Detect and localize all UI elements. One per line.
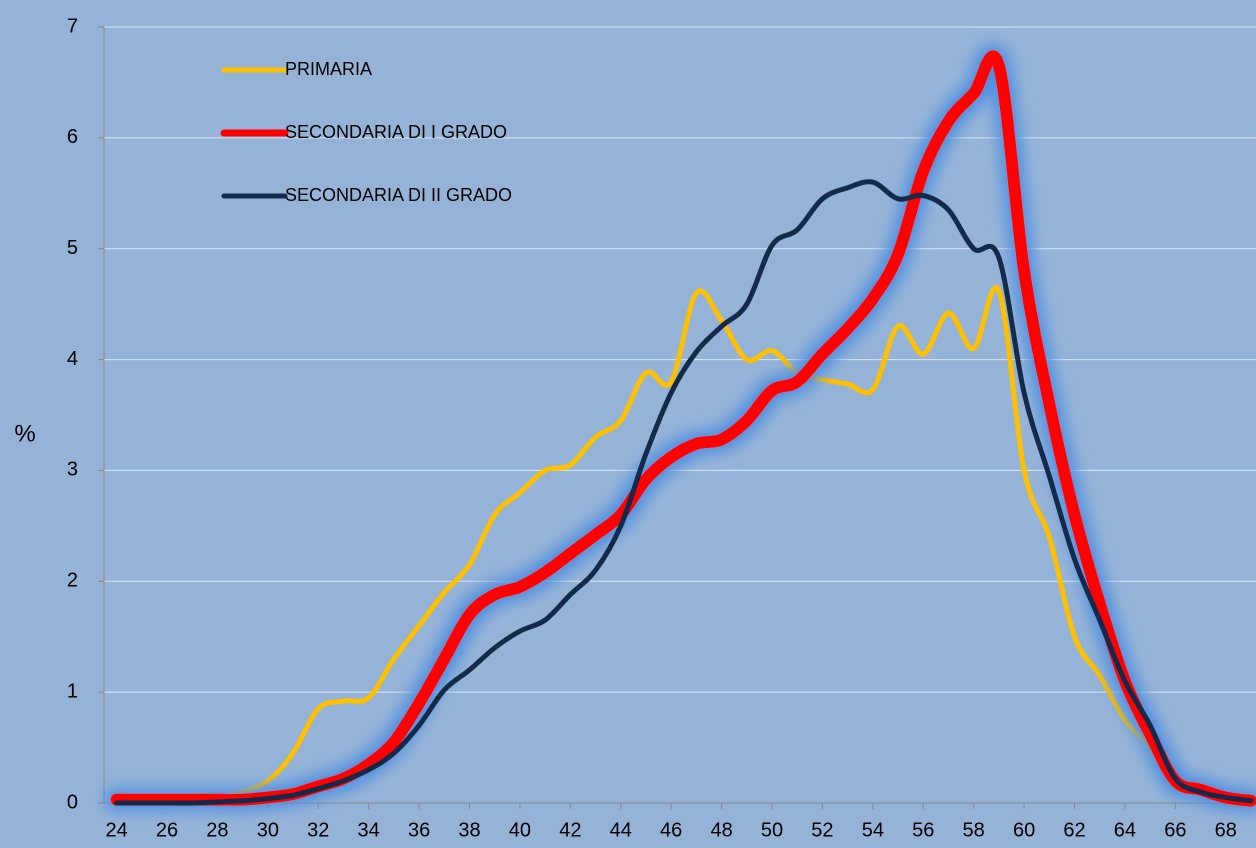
x-tick-label: 36: [408, 819, 430, 841]
y-tick-label: 7: [67, 15, 78, 37]
x-tick-label: 62: [1063, 819, 1085, 841]
x-tick-label: 34: [358, 819, 380, 841]
x-tick-label: 46: [660, 819, 682, 841]
x-tick-label: 32: [307, 819, 329, 841]
x-tick-label: 48: [710, 819, 732, 841]
x-tick-label: 30: [257, 819, 279, 841]
x-tick-label: 52: [811, 819, 833, 841]
x-tick-label: 40: [509, 819, 531, 841]
x-tick-label: 44: [610, 819, 632, 841]
legend-label: SECONDARIA DI I GRADO: [285, 122, 507, 142]
legend-label: PRIMARIA: [285, 59, 372, 79]
series-line: [114, 179, 1254, 806]
x-tick-label: 42: [559, 819, 581, 841]
x-tick-label: 54: [862, 819, 884, 841]
x-tick-label: 50: [761, 819, 783, 841]
x-tick-label: 26: [156, 819, 178, 841]
x-tick-label: 60: [1013, 819, 1035, 841]
x-tick-label: 28: [206, 819, 228, 841]
y-tick-label: 3: [67, 459, 78, 481]
series-line: [114, 285, 1254, 806]
x-tick-label: 66: [1164, 819, 1186, 841]
x-tick-label: 38: [458, 819, 480, 841]
y-tick-label: 4: [67, 348, 78, 370]
legend-label: SECONDARIA DI II GRADO: [285, 185, 512, 205]
x-tick-label: 68: [1215, 819, 1237, 841]
y-tick-label: 5: [67, 237, 78, 259]
x-tick-label: 56: [912, 819, 934, 841]
y-tick-label: 1: [67, 680, 78, 702]
y-tick-label: 0: [67, 791, 78, 813]
x-tick-label: 58: [963, 819, 985, 841]
y-axis-label: %: [14, 420, 35, 447]
x-tick-label: 64: [1114, 819, 1136, 841]
series-line: [110, 50, 1256, 807]
x-tick-label: 24: [105, 819, 127, 841]
y-tick-label: 6: [67, 126, 78, 148]
y-tick-label: 2: [67, 570, 78, 592]
